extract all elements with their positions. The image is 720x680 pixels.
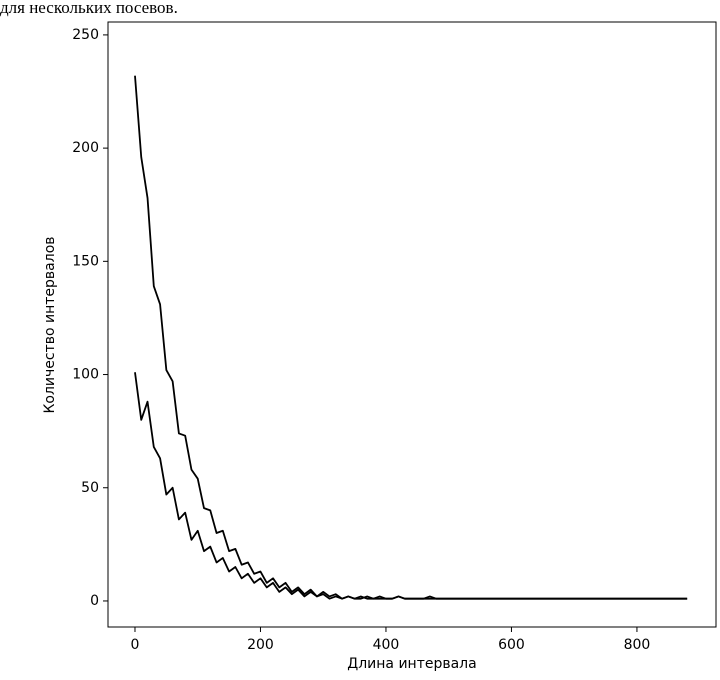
caption: для нескольких посевов.: [0, 0, 178, 17]
y-tick-label: 200: [72, 140, 99, 156]
x-tick-label: 600: [498, 637, 525, 653]
x-tick-label: 200: [247, 637, 274, 653]
y-tick-label: 250: [72, 27, 99, 43]
y-tick-label: 100: [72, 367, 99, 383]
x-tick-label: 800: [624, 637, 651, 653]
data-line: [134, 75, 688, 600]
y-axis-label: Количество интервалов: [42, 236, 58, 413]
plot-frame: [107, 21, 717, 628]
x-tick-label: 0: [131, 637, 140, 653]
y-tick-label: 50: [81, 480, 99, 496]
x-tick-label: 400: [373, 637, 400, 653]
y-tick-label: 150: [72, 253, 99, 269]
x-axis-label: Длина интервала: [347, 656, 476, 672]
y-tick-label: 0: [90, 593, 99, 609]
data-line: [134, 372, 688, 600]
